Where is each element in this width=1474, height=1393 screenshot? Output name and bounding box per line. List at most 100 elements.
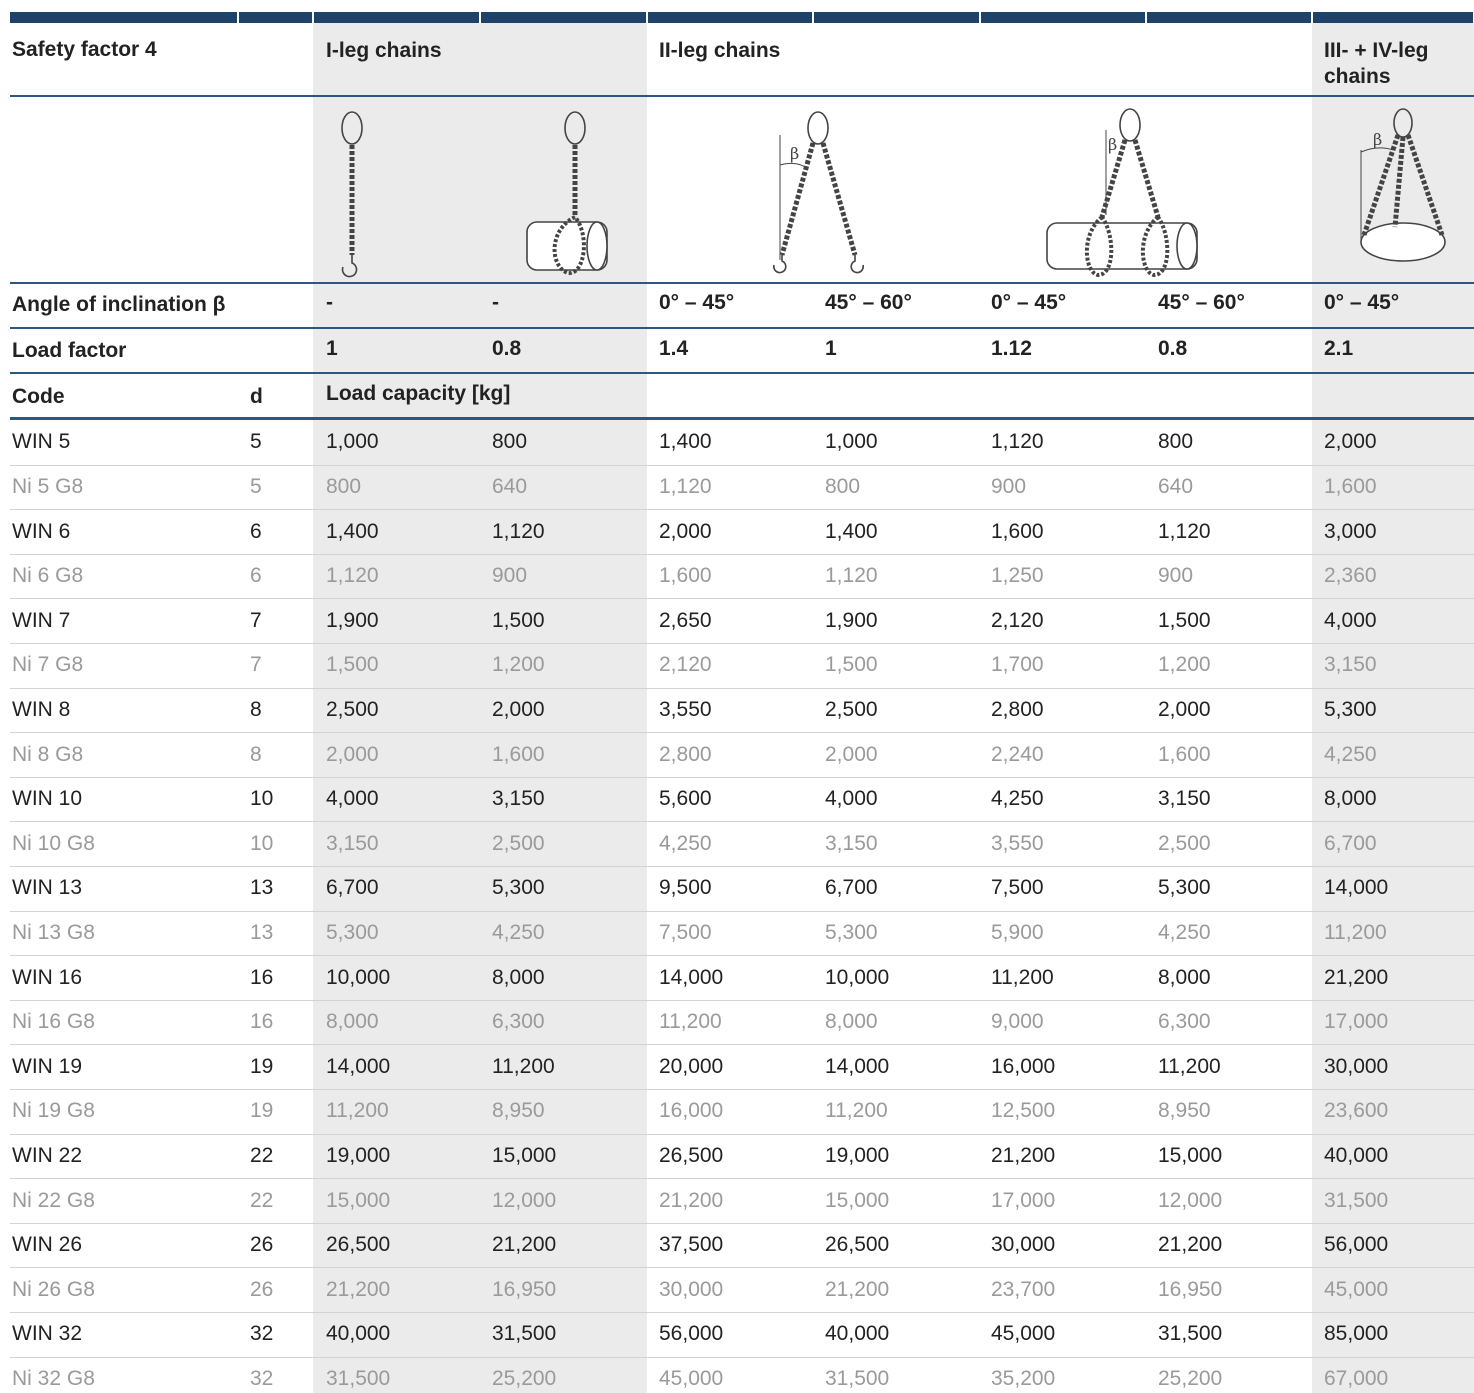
table-cell: Ni 19 G8 <box>12 1099 95 1123</box>
angle-cell: - <box>326 291 333 314</box>
table-cell: 1,500 <box>326 653 379 677</box>
table-cell: 23,700 <box>991 1277 1056 1301</box>
table-cell: 16 <box>250 965 274 989</box>
table-cell: 37,500 <box>659 1233 724 1257</box>
table-cell: 31,500 <box>1158 1322 1223 1346</box>
angle-cell: 45° – 60° <box>1158 291 1245 314</box>
table-cell: Ni 6 G8 <box>12 564 84 588</box>
load-factor-cell: 2.1 <box>1324 337 1354 360</box>
table-cell: 1,500 <box>492 608 545 632</box>
table-cell: 67,000 <box>1324 1366 1389 1390</box>
separator-line <box>10 282 1474 284</box>
table-cell: 1,120 <box>326 564 379 588</box>
table-cell: 3,550 <box>659 697 712 721</box>
table-cell: 2,650 <box>659 608 712 632</box>
row-divider <box>10 509 1474 511</box>
table-cell: WIN 6 <box>12 519 71 543</box>
table-cell: 2,000 <box>659 519 712 543</box>
table-cell: 4,000 <box>825 787 878 811</box>
table-cell: Ni 13 G8 <box>12 920 95 944</box>
table-cell: Ni 32 G8 <box>12 1366 95 1390</box>
table-cell: 12,000 <box>1158 1188 1223 1212</box>
table-cell: 3,150 <box>1324 653 1377 677</box>
table-cell: 26,500 <box>825 1233 890 1257</box>
table-cell: Ni 16 G8 <box>12 1010 95 1034</box>
table-cell: 20,000 <box>659 1054 724 1078</box>
table-cell: 2,500 <box>326 697 379 721</box>
table-cell: WIN 7 <box>12 608 71 632</box>
table-cell: WIN 5 <box>12 430 71 454</box>
table-cell: 22 <box>250 1143 274 1167</box>
row-divider <box>10 1356 1474 1358</box>
table-cell: 2,500 <box>492 831 545 855</box>
table-cell: 7 <box>250 653 262 677</box>
row-divider <box>10 999 1474 1001</box>
table-cell: 4,250 <box>991 787 1044 811</box>
row-divider <box>10 1044 1474 1046</box>
angle-cell: 0° – 45° <box>1324 291 1400 314</box>
load-factor-cell: 1.4 <box>659 337 689 360</box>
table-cell: 6,700 <box>825 876 878 900</box>
row-divider <box>10 821 1474 823</box>
table-cell: 4,250 <box>659 831 712 855</box>
table-cell: 31,500 <box>492 1322 557 1346</box>
table-cell: 10,000 <box>326 965 391 989</box>
table-cell: 640 <box>492 474 528 498</box>
table-cell: 2,000 <box>492 697 545 721</box>
table-cell: 10 <box>250 831 274 855</box>
table-cell: 45,000 <box>1324 1277 1389 1301</box>
header-bar <box>648 12 812 23</box>
row-label: Angle of inclination β <box>12 293 226 316</box>
angle-cell: 45° – 60° <box>825 291 912 314</box>
table-cell: 8 <box>250 697 262 721</box>
table-cell: 1,900 <box>326 608 379 632</box>
load-factor-cell: 0.8 <box>492 337 522 360</box>
table-cell: 21,200 <box>492 1233 557 1257</box>
row-divider <box>10 1089 1474 1090</box>
table-cell: 11,200 <box>659 1010 722 1034</box>
table-cell: 7 <box>250 608 262 632</box>
table-cell: 8,000 <box>825 1010 878 1034</box>
multi-leg-figure: β <box>1360 108 1446 262</box>
row-label: Load factor <box>12 339 127 362</box>
table-cell: 1,400 <box>825 519 878 543</box>
table-cell: 2,000 <box>1158 697 1211 721</box>
table-cell: 2,240 <box>991 742 1044 766</box>
table-cell: 1,600 <box>492 742 545 766</box>
header-bar <box>239 12 312 23</box>
table-cell: 900 <box>991 474 1027 498</box>
table-cell: 5 <box>250 430 262 454</box>
column-header: d <box>250 385 263 408</box>
table-cell: 11,200 <box>326 1099 389 1123</box>
table-cell: WIN 26 <box>12 1233 83 1257</box>
table-cell: 15,000 <box>1158 1143 1223 1167</box>
table-cell: 4,250 <box>1324 742 1377 766</box>
table-cell: 8,950 <box>492 1099 545 1123</box>
separator-line <box>10 417 1474 420</box>
row-divider <box>10 1267 1474 1269</box>
table-cell: 2,000 <box>1324 430 1377 454</box>
table-cell: 11,200 <box>492 1054 555 1078</box>
table-cell: 8,950 <box>1158 1099 1211 1123</box>
single-leg-basket-figure <box>526 111 608 275</box>
table-cell: 1,400 <box>326 519 379 543</box>
table-cell: 14,000 <box>825 1054 890 1078</box>
table-cell: 19 <box>250 1099 274 1123</box>
table-cell: 3,000 <box>1324 519 1377 543</box>
row-divider <box>10 553 1474 555</box>
table-cell: 5,300 <box>1158 876 1211 900</box>
table-cell: 6,300 <box>1158 1010 1211 1034</box>
table-cell: 5,300 <box>1324 697 1377 721</box>
row-divider <box>10 910 1474 912</box>
table-cell: 5,300 <box>825 920 878 944</box>
table-cell: 8 <box>250 742 262 766</box>
table-cell: 2,360 <box>1324 564 1377 588</box>
table-cell: 3,150 <box>825 831 878 855</box>
table-cell: 5,300 <box>492 876 545 900</box>
table-cell: 14,000 <box>1324 876 1389 900</box>
table-cell: 21,200 <box>991 1143 1056 1167</box>
table-cell: 1,120 <box>825 564 878 588</box>
angle-cell: 0° – 45° <box>659 291 735 314</box>
table-cell: 19,000 <box>326 1143 391 1167</box>
